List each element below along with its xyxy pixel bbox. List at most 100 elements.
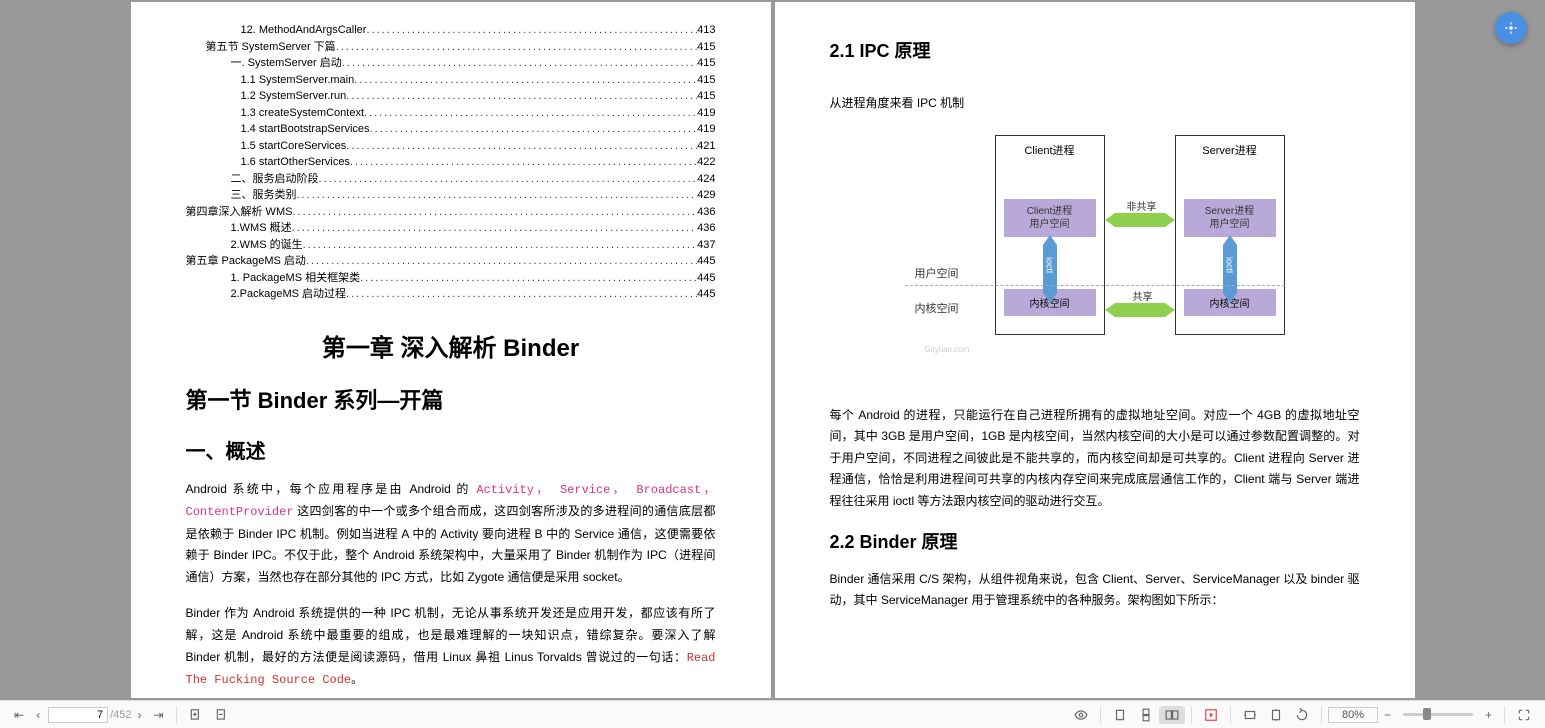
fullscreen-button[interactable] — [1511, 706, 1537, 724]
client-title: Client进程 — [996, 136, 1104, 164]
toc-text: 1.5 startCoreServices — [241, 138, 347, 155]
chapter-title: 第一章 深入解析 Binder — [186, 328, 716, 363]
first-page-button[interactable]: ⇤ — [8, 706, 30, 724]
toc-text: 2.PackageMS 启动过程 — [231, 286, 347, 303]
pdf-viewer: 12. MethodAndArgsCaller.................… — [0, 0, 1545, 700]
fit-page-button[interactable] — [1263, 706, 1289, 724]
toc-page-num: 445 — [697, 270, 715, 287]
toc-entry: 1.1 SystemServer.main...................… — [186, 72, 716, 89]
bookmark-remove-button[interactable] — [209, 706, 235, 724]
toc-text: 1.1 SystemServer.main — [241, 72, 355, 89]
zoom-slider[interactable] — [1403, 713, 1473, 716]
toc-text: 第五节 SystemServer 下篇 — [206, 39, 336, 56]
zoom-in-button[interactable]: + — [1479, 706, 1498, 724]
fit-width-icon — [1243, 708, 1257, 722]
toc-page-num: 436 — [697, 220, 715, 237]
single-page-icon — [1113, 708, 1127, 722]
zoom-slider-thumb[interactable] — [1423, 708, 1431, 720]
side-user-space: 用户空间 — [915, 265, 959, 281]
toc-entry: 1. PackageMS 相关框架类......................… — [186, 270, 716, 287]
toc-page-num: 415 — [697, 55, 715, 72]
toc-text: 三、服务类别 — [231, 187, 297, 204]
next-page-button[interactable]: › — [131, 706, 147, 724]
toc-text: 1.6 startOtherServices — [241, 154, 350, 171]
zoom-out-button[interactable]: − — [1378, 706, 1397, 724]
side-kernel-space: 内核空间 — [915, 300, 959, 316]
toc-page-num: 415 — [697, 39, 715, 56]
toc-entry: 三、服务类别..................................… — [186, 187, 716, 204]
toc-page-num: 424 — [697, 171, 715, 188]
eye-icon — [1074, 708, 1088, 722]
toc-text: 12. MethodAndArgsCaller — [241, 22, 367, 39]
toc-text: 1.WMS 概述 — [231, 220, 292, 237]
toc-entry: 2.PackageMS 启动过程........................… — [186, 286, 716, 303]
page-number-input[interactable] — [48, 707, 108, 723]
toc-entry: 第五节 SystemServer 下篇.....................… — [186, 39, 716, 56]
toc-text: 二、服务启动阶段 — [231, 171, 319, 188]
rotate-icon — [1295, 708, 1309, 722]
toc-page-num: 415 — [697, 72, 715, 89]
toc-page-num: 419 — [697, 121, 715, 138]
toc-entry: 2.WMS 的诞生...............................… — [186, 237, 716, 254]
assist-icon — [1504, 21, 1518, 35]
rotate-button[interactable] — [1289, 706, 1315, 724]
table-of-contents: 12. MethodAndArgsCaller.................… — [186, 22, 716, 303]
last-page-button[interactable]: ⇥ — [147, 706, 169, 724]
slideshow-button[interactable] — [1198, 706, 1224, 724]
toc-entry: 1.3 createSystemContext.................… — [186, 105, 716, 122]
toc-entry: 第五章 PackageMS 启动........................… — [186, 253, 716, 270]
page-right: 2.1 IPC 原理 从进程角度来看 IPC 机制 Client进程 Clien… — [775, 2, 1415, 698]
toc-text: 1. PackageMS 相关框架类 — [231, 270, 361, 287]
server-title: Server进程 — [1176, 136, 1284, 164]
toc-page-num: 422 — [697, 154, 715, 171]
server-user-space: Server进程用户空间 — [1184, 199, 1276, 237]
bookmark-icon — [189, 708, 203, 722]
toc-text: 一. SystemServer 启动 — [231, 55, 342, 72]
paragraph-binder: Binder 通信采用 C/S 架构，从组件视角来说，包含 Client、Ser… — [830, 569, 1360, 612]
two-page-button[interactable] — [1159, 706, 1185, 724]
paragraph-2: Binder 作为 Android 系统提供的一种 IPC 机制，无论从事系统开… — [186, 603, 716, 691]
bookmark-add-button[interactable] — [183, 706, 209, 724]
toc-entry: 1.6 startOtherServices..................… — [186, 154, 716, 171]
sub-heading: 一、概述 — [186, 435, 716, 464]
toc-entry: 1.4 startBootstrapServices..............… — [186, 121, 716, 138]
prev-page-button[interactable]: ‹ — [30, 706, 46, 724]
section-title: 第一节 Binder 系列—开篇 — [186, 383, 716, 415]
toc-page-num: 415 — [697, 88, 715, 105]
toc-page-num: 445 — [697, 253, 715, 270]
fullscreen-icon — [1517, 708, 1531, 722]
toc-text: 1.2 SystemServer.run — [241, 88, 347, 105]
toc-text: 2.WMS 的诞生 — [231, 237, 303, 254]
toc-page-num: 429 — [697, 187, 715, 204]
toc-page-num: 419 — [697, 105, 715, 122]
assist-float-button[interactable] — [1495, 12, 1527, 44]
arrow-shared — [1115, 303, 1165, 317]
toc-entry: 1.WMS 概述................................… — [186, 220, 716, 237]
toc-page-num: 413 — [697, 22, 715, 39]
toc-entry: 一. SystemServer 启动......................… — [186, 55, 716, 72]
total-pages: /452 — [110, 709, 131, 721]
read-mode-button[interactable] — [1068, 706, 1094, 724]
toc-entry: 1.2 SystemServer.run....................… — [186, 88, 716, 105]
label-not-shared: 非共享 — [1127, 198, 1157, 213]
zoom-display[interactable]: 80% — [1328, 707, 1378, 723]
bottom-toolbar: ⇤ ‹ /452 › ⇥ 80% − + — [0, 700, 1545, 728]
fit-page-icon — [1269, 708, 1283, 722]
ipc-diagram: Client进程 Client进程用户空间 内核空间 Server进程 Serv… — [905, 135, 1285, 385]
toc-text: 1.3 createSystemContext — [241, 105, 365, 122]
space-divider — [905, 285, 1285, 286]
toc-page-num: 421 — [697, 138, 715, 155]
single-page-button[interactable] — [1107, 706, 1133, 724]
toc-page-num: 436 — [697, 204, 715, 221]
play-icon — [1204, 708, 1218, 722]
toc-text: 第四章深入解析 WMS — [186, 204, 293, 221]
page-scroll-icon — [1139, 708, 1153, 722]
toc-entry: 第四章深入解析 WMS.............................… — [186, 204, 716, 221]
paragraph-1: Android 系统中，每个应用程序是由 Android 的 Activity，… — [186, 479, 716, 589]
toc-text: 1.4 startBootstrapServices — [241, 121, 370, 138]
toc-page-num: 437 — [697, 237, 715, 254]
toc-entry: 1.5 startCoreServices...................… — [186, 138, 716, 155]
toc-text: 第五章 PackageMS 启动 — [186, 253, 306, 270]
single-page-scroll-button[interactable] — [1133, 706, 1159, 724]
fit-width-button[interactable] — [1237, 706, 1263, 724]
